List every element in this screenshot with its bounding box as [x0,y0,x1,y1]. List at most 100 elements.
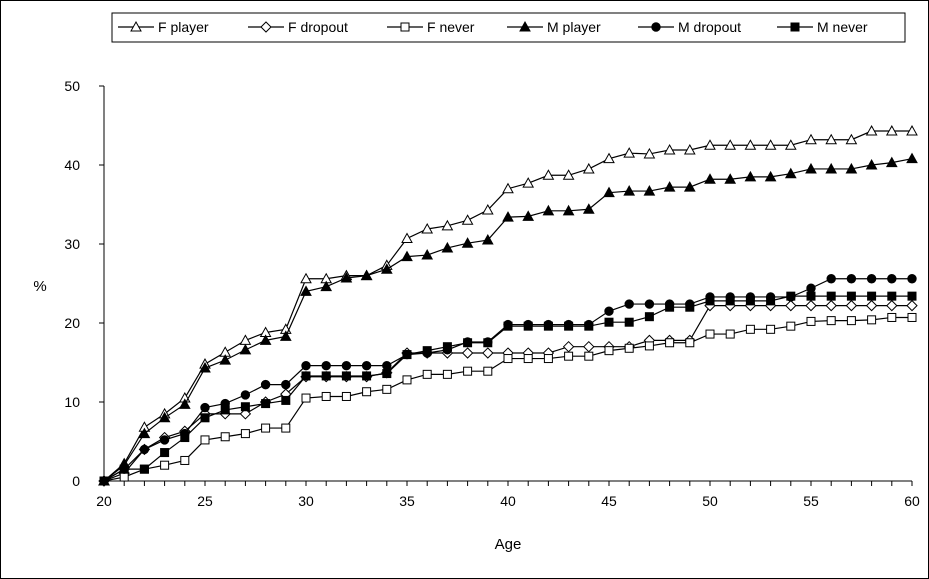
data-point [784,139,797,150]
data-point [503,354,513,364]
data-point [441,241,454,253]
data-point [481,204,494,215]
data-point [725,329,735,339]
axes: 0 10 20 30 40 50 20 25 30 35 40 45 50 55 60 [64,78,920,509]
data-point [119,472,129,482]
series-m-player [98,152,918,486]
data-point [907,312,917,322]
data-point [704,139,716,150]
data-point [463,366,473,376]
data-point [564,351,574,361]
legend-marker [400,22,410,32]
data-point [421,222,434,234]
data-point [564,321,574,331]
data-point [685,302,695,312]
data-point [281,395,291,405]
data-point [724,139,737,150]
legend-label: M never [817,19,868,35]
data-point [704,173,716,184]
data-point [865,299,878,312]
data-point [683,143,696,155]
data-point [200,435,210,445]
data-point [643,147,656,159]
data-point [522,177,535,188]
data-point [442,342,452,352]
data-point [663,181,676,192]
data-point [523,321,533,331]
legend-marker [130,20,142,32]
data-point [542,169,555,180]
data-point [341,360,352,371]
data-point [502,211,514,222]
x-axis-label: Age [495,536,522,553]
data-point [805,133,817,145]
data-point [200,402,210,413]
data-point [542,204,555,216]
data-point [300,285,312,296]
data-point [724,173,737,184]
legend-item: F player [118,19,209,35]
series-m-never [99,291,917,486]
y-tick-label: 50 [64,78,80,94]
data-point [663,143,676,155]
data-point [401,232,413,243]
data-point [604,346,614,356]
data-point [665,302,675,312]
data-point [623,147,636,158]
data-point [643,185,656,196]
data-point [483,366,493,376]
data-point [562,204,575,216]
data-point [139,464,149,474]
data-point [806,291,816,301]
data-point [562,169,575,180]
data-point [906,125,918,136]
data-point [361,360,372,371]
data-point [360,269,373,281]
data-point [582,203,595,214]
legend-label: F never [427,19,475,35]
data-point [503,321,513,331]
data-point [382,369,392,379]
y-axis-label: % [33,278,46,295]
data-point [321,371,331,381]
data-point [685,338,695,348]
data-point [99,476,109,486]
legend-label: M player [547,19,601,35]
y-tick-label: 30 [64,236,80,252]
data-point [805,299,817,312]
data-point [906,152,918,164]
data-point [422,369,432,379]
data-point [160,448,170,458]
data-point [846,291,856,301]
data-point [705,329,715,339]
data-point [705,296,715,306]
data-point [887,312,897,322]
data-point [481,234,494,245]
data-point [867,315,877,325]
legend-box [111,12,906,43]
data-point [301,360,311,371]
data-point [362,387,372,397]
data-point [178,398,191,409]
data-point [866,274,877,284]
data-point [845,299,858,312]
data-point [665,338,675,348]
y-tick-label: 20 [64,315,80,331]
data-point [906,299,918,312]
data-point [846,274,857,284]
data-point [644,312,654,322]
data-point [907,274,917,284]
data-point [402,375,412,385]
data-point [744,170,757,182]
data-point [887,291,897,301]
data-point [785,299,797,312]
data-point [301,371,311,381]
x-tick-label: 20 [96,493,112,509]
legend-marker [519,20,531,32]
data-point [885,156,898,168]
data-point [220,405,230,415]
data-point [219,354,232,365]
data-point [461,347,474,359]
data-point [200,413,210,423]
